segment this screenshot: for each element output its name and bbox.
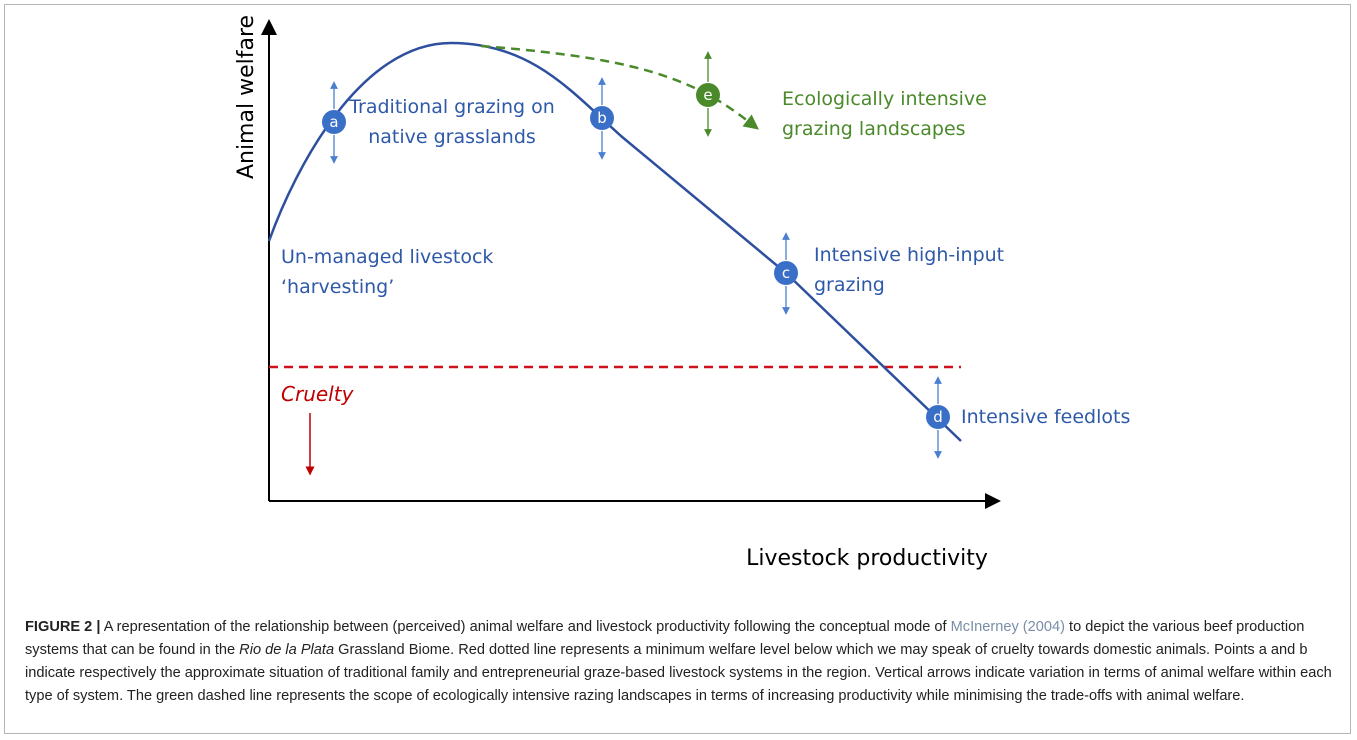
point-label: grazing [814, 274, 885, 296]
caption-text: to depict the various beef production sy… [25, 619, 1305, 658]
point-label: Traditional grazing on [348, 96, 555, 118]
marker-label: a [329, 113, 338, 131]
point-label: Intensive feedlots [961, 406, 1130, 428]
point-label: Ecologically intensive [782, 88, 987, 110]
variation-arrows [330, 77, 942, 459]
figure-frame: Animal welfare Livestock productivity Cr… [4, 4, 1351, 734]
marker-label: b [597, 109, 607, 127]
caption: FIGURE 2 | A representation of the relat… [25, 616, 1343, 708]
caption-text: Grassland Biome. Red dotted line represe… [25, 642, 1332, 704]
start-label: ‘harvesting’ [281, 276, 394, 298]
point-b [590, 106, 614, 130]
caption-label: FIGURE 2 | [25, 619, 101, 635]
y-axis-label: Animal welfare [234, 15, 259, 179]
point-label: Intensive high-input [814, 244, 1004, 266]
caption-italic: Rio de la Plata [239, 642, 335, 658]
point-a [322, 110, 346, 134]
marker-label: c [782, 264, 790, 282]
marker-label: d [933, 408, 943, 426]
welfare-curve [267, 41, 962, 442]
point-e [696, 83, 720, 107]
citation-link[interactable]: McInerney (2004) [950, 619, 1065, 635]
diagram: Animal welfare Livestock productivity Cr… [234, 15, 1130, 571]
caption-text: A representation of the relationship bet… [100, 619, 951, 635]
marker-label: e [703, 86, 712, 104]
start-label: Un-managed livestock [281, 246, 493, 268]
point-d [926, 405, 950, 429]
point-label: grazing landscapes [782, 118, 966, 140]
x-axis-label: Livestock productivity [746, 546, 988, 571]
point-label: native grasslands [368, 126, 536, 148]
cruelty-label: Cruelty [281, 382, 355, 406]
green-curve [480, 44, 759, 130]
point-c [774, 261, 798, 285]
